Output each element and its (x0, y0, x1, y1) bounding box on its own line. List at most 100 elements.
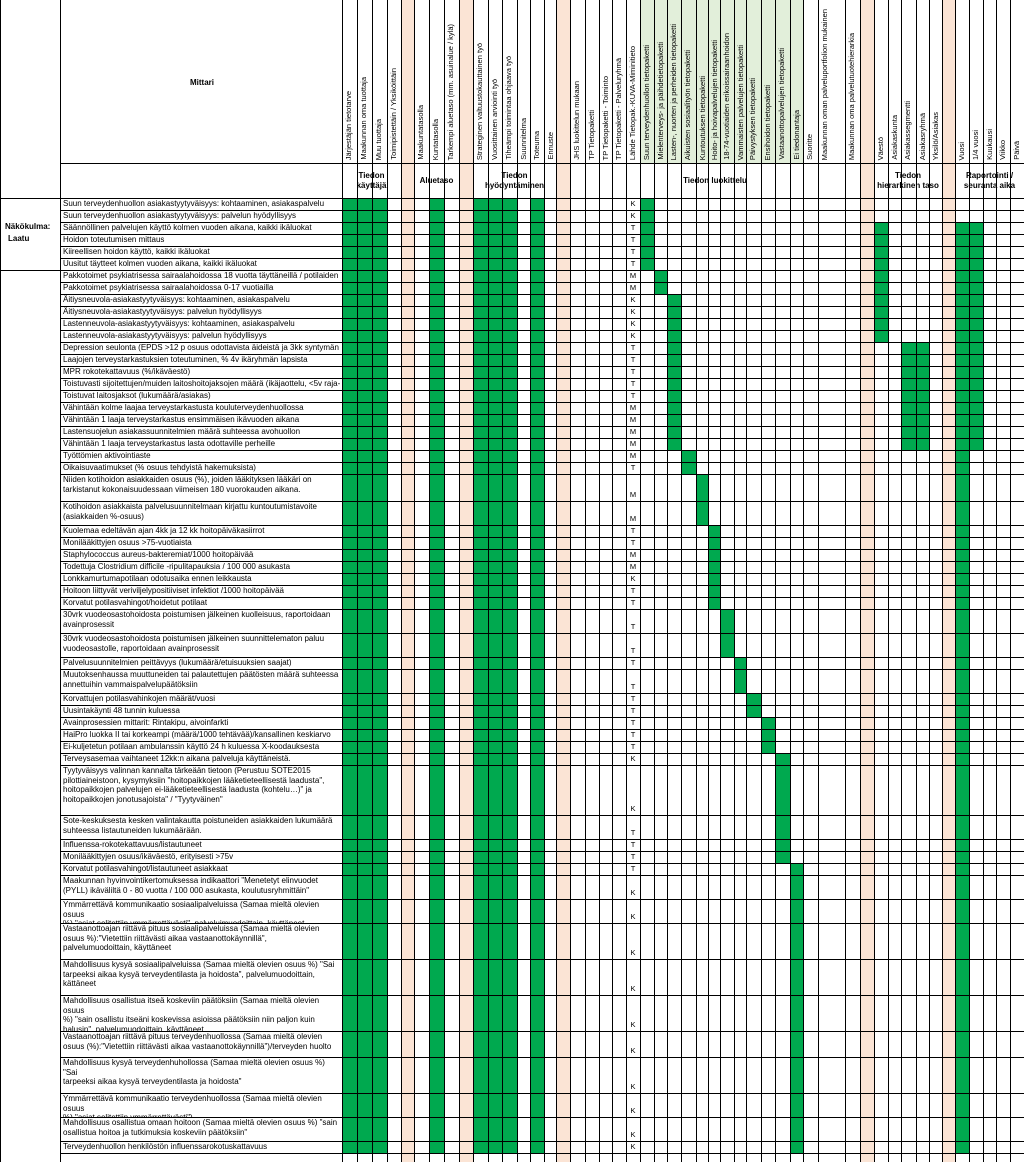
row-divider (60, 609, 1024, 610)
column-header: Päivystyksen tietopaketti (748, 77, 757, 160)
column-header: TP Tietopaketti - Toiminto (601, 75, 610, 160)
row-divider (60, 923, 1024, 924)
status-bar (489, 198, 502, 1153)
metric-label: Kotihoidon asiakkaista palvelusuunnitelm… (63, 502, 317, 521)
separator-column (556, 0, 570, 1162)
column-header: 18-74-vuotiaiden erikoissairaanhoidon (722, 33, 731, 160)
tietopaketti-column (696, 0, 708, 163)
row-divider (60, 198, 1024, 199)
classification-code: T (630, 852, 636, 861)
classification-code: T (630, 694, 636, 703)
column-header: Asiakasryhmä (918, 112, 927, 160)
classification-code: K (630, 1106, 636, 1115)
classification-code: T (630, 598, 636, 607)
column-header: Maakunnan oma tuottaja (359, 77, 368, 160)
metric-label: Ymmärrettävä kommunikaatio sosiaalipalve… (63, 900, 320, 923)
column-header: Maakuntatasolla (416, 105, 425, 160)
column-divider (488, 0, 489, 1162)
column-divider (775, 0, 776, 1162)
metric-label: Uusitut täytteet kolmen vuoden aikana, k… (63, 259, 257, 268)
metric-label: Terveydenhuollon henkilöstön influenssar… (63, 1142, 268, 1151)
column-header: Muu tuottaja (374, 118, 383, 160)
column-divider (585, 0, 586, 1162)
metric-label: Hoitoon liittyvät veriviljelypositiivise… (63, 586, 284, 595)
metric-label: Suun terveydenhuollon asiakastyytyväisyy… (63, 199, 325, 208)
column-divider (612, 0, 613, 1162)
metric-label: Mahdollisuus osallistua itseä koskeviin … (63, 996, 320, 1031)
separator-column (942, 0, 955, 1162)
group-header: Tiedon luokittelu (683, 176, 747, 185)
classification-code: K (630, 754, 636, 763)
classification-code: T (630, 864, 636, 873)
classification-code: T (630, 391, 636, 400)
column-divider (459, 0, 460, 1162)
column-header: Suunnitelma (519, 118, 528, 160)
column-divider (599, 0, 600, 1162)
metric-label: Laajojen terveystarkastuksien toteutumin… (63, 355, 308, 364)
column-header: Lasten-, nuorten ja perheiden tietopaket… (669, 23, 678, 160)
classification-code: K (630, 912, 636, 921)
metric-label: Muutoksenhaussa muuttuneiden tai palaute… (63, 670, 339, 689)
column-divider (696, 0, 697, 1162)
separator-column (459, 0, 473, 1162)
classification-code: M (629, 283, 637, 292)
status-bar (503, 198, 517, 1153)
column-header: Vuosi (957, 141, 966, 160)
status-bar (709, 525, 720, 609)
column-header: JHS luokittelun mukaan (572, 81, 581, 160)
row-divider (60, 765, 1024, 766)
separator-column (401, 0, 414, 1162)
metric-label: Kuolemaa edeltävän ajan 4kk ja 12 kk hoi… (63, 526, 265, 535)
row-divider (60, 1057, 1024, 1058)
metric-label: Avainprosessien mittarit: Rintakipu, aiv… (63, 718, 229, 727)
metric-label: Terveysasemaa vaihtaneet 12kk:n aikana p… (63, 754, 291, 763)
row-divider (60, 1117, 1024, 1118)
column-divider (996, 0, 997, 1162)
column-divider (667, 0, 668, 1162)
column-divider (708, 0, 709, 1162)
row-divider (60, 501, 1024, 502)
column-divider (1010, 0, 1011, 1162)
metric-label: 30vrk vuodeosastohoidosta poistumisen jä… (63, 634, 325, 653)
classification-code: T (630, 259, 636, 268)
column-divider (860, 0, 861, 1162)
column-divider (916, 0, 917, 1162)
row-divider (60, 318, 1024, 319)
classification-code: M (629, 415, 637, 424)
classification-code: K (630, 199, 636, 208)
classification-code: K (630, 1020, 636, 1029)
column-divider (888, 0, 889, 1162)
classification-code: T (630, 706, 636, 715)
column-header: Kuukausi (985, 129, 994, 160)
tietopaketti-column (654, 0, 667, 163)
row-divider (60, 438, 1024, 439)
classification-code: T (630, 730, 636, 739)
status-bar (791, 863, 803, 1153)
column-divider (387, 0, 388, 1162)
metric-label: Kiireellisen hoidon käyttö, kaikki ikälu… (63, 247, 210, 256)
row-divider (60, 633, 1024, 634)
metric-label: MPR rokotekattavuus (%/ikäväestö) (63, 367, 191, 376)
classification-code: K (630, 1046, 636, 1055)
classification-code: M (629, 490, 637, 499)
column-divider (734, 0, 735, 1162)
column-divider (969, 0, 970, 1162)
row-divider (60, 354, 1024, 355)
row-divider (60, 729, 1024, 730)
column-header: Mielenterveys- ja päihdetietopaketti (656, 42, 665, 160)
classification-code: M (629, 451, 637, 460)
column-header: Suun terveydenhuollon tietopaketti (642, 44, 651, 160)
row-divider (60, 815, 1024, 816)
column-header: Toimipistettäin / Yksiköittäin (389, 68, 398, 160)
column-header: Päivä (1012, 141, 1021, 160)
metric-label: Pakkotoimet psykiatrisessa sairaalahoido… (63, 271, 339, 282)
row-divider (60, 657, 1024, 658)
tietopaketti-column (640, 0, 654, 163)
status-bar (917, 342, 929, 450)
classification-code: K (630, 574, 636, 583)
row-divider (60, 597, 1024, 598)
status-bar (343, 198, 357, 1153)
column-divider (502, 0, 503, 1162)
row-divider (60, 294, 1024, 295)
status-bar (956, 222, 969, 1153)
